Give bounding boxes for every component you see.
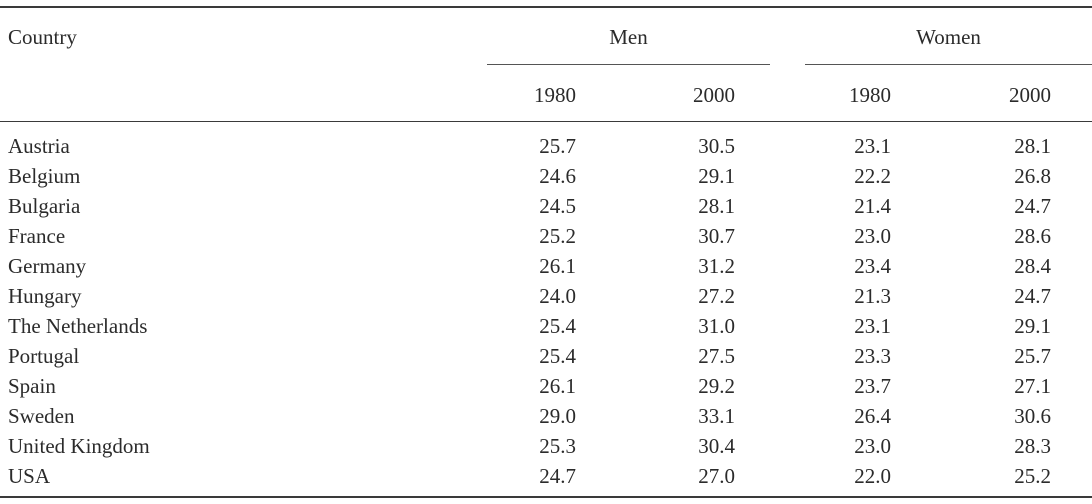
value-cell: 26.8 xyxy=(1014,164,1051,188)
value-cell: 27.2 xyxy=(698,284,735,308)
value-cell: 30.4 xyxy=(698,434,735,458)
country-cell: United Kingdom xyxy=(8,434,150,458)
value-cell: 23.0 xyxy=(854,224,891,248)
value-cell: 29.1 xyxy=(1014,314,1051,338)
value-cell: 28.6 xyxy=(1014,224,1051,248)
table-row: Spain 26.1 29.2 23.7 27.1 xyxy=(0,374,1092,401)
country-cell: Sweden xyxy=(8,404,75,428)
country-cell: Austria xyxy=(8,134,70,158)
column-header-men-1980: 1980 xyxy=(534,83,576,107)
country-cell: USA xyxy=(8,464,51,488)
value-cell: 22.2 xyxy=(854,164,891,188)
value-cell: 25.4 xyxy=(539,314,576,338)
table-row: Germany 26.1 31.2 23.4 28.4 xyxy=(0,254,1092,281)
value-cell: 29.2 xyxy=(698,374,735,398)
value-cell: 26.1 xyxy=(539,374,576,398)
value-cell: 27.1 xyxy=(1014,374,1051,398)
column-group-header-women: Women xyxy=(916,25,981,49)
column-header-country: Country xyxy=(8,25,77,49)
value-cell: 23.7 xyxy=(854,374,891,398)
value-cell: 30.5 xyxy=(698,134,735,158)
value-cell: 33.1 xyxy=(698,404,735,428)
table-row: Portugal 25.4 27.5 23.3 25.7 xyxy=(0,344,1092,371)
value-cell: 29.1 xyxy=(698,164,735,188)
table-row: Belgium 24.6 29.1 22.2 26.8 xyxy=(0,164,1092,191)
value-cell: 30.6 xyxy=(1014,404,1051,428)
country-cell: France xyxy=(8,224,66,248)
value-cell: 28.1 xyxy=(698,194,735,218)
country-cell: Germany xyxy=(8,254,87,278)
value-cell: 23.3 xyxy=(854,344,891,368)
value-cell: 25.2 xyxy=(1014,464,1051,488)
value-cell: 21.4 xyxy=(854,194,891,218)
table-row: France 25.2 30.7 23.0 28.6 xyxy=(0,224,1092,251)
value-cell: 25.3 xyxy=(539,434,576,458)
value-cell: 23.1 xyxy=(854,134,891,158)
value-cell: 28.1 xyxy=(1014,134,1051,158)
value-cell: 22.0 xyxy=(854,464,891,488)
value-cell: 24.7 xyxy=(539,464,576,488)
value-cell: 26.4 xyxy=(854,404,891,428)
value-cell: 23.0 xyxy=(854,434,891,458)
value-cell: 24.7 xyxy=(1014,194,1051,218)
value-cell: 28.4 xyxy=(1014,254,1051,278)
table-row: United Kingdom 25.3 30.4 23.0 28.3 xyxy=(0,434,1092,461)
header-bottom-rule xyxy=(0,121,1092,122)
country-cell: The Netherlands xyxy=(8,314,148,338)
value-cell: 24.7 xyxy=(1014,284,1051,308)
country-cell: Bulgaria xyxy=(8,194,81,218)
value-cell: 25.2 xyxy=(539,224,576,248)
men-group-rule xyxy=(487,64,770,65)
value-cell: 24.5 xyxy=(539,194,576,218)
table-row: Hungary 24.0 27.2 21.3 24.7 xyxy=(0,284,1092,311)
value-cell: 31.2 xyxy=(698,254,735,278)
table-row: Austria 25.7 30.5 23.1 28.1 xyxy=(0,134,1092,161)
table-row: USA 24.7 27.0 22.0 25.2 xyxy=(0,464,1092,491)
column-header-women-2000: 2000 xyxy=(1009,83,1051,107)
value-cell: 25.7 xyxy=(539,134,576,158)
value-cell: 27.5 xyxy=(698,344,735,368)
value-cell: 30.7 xyxy=(698,224,735,248)
table-row: Sweden 29.0 33.1 26.4 30.6 xyxy=(0,404,1092,431)
value-cell: 28.3 xyxy=(1014,434,1051,458)
table-row: Bulgaria 24.5 28.1 21.4 24.7 xyxy=(0,194,1092,221)
value-cell: 25.4 xyxy=(539,344,576,368)
table-top-rule xyxy=(0,6,1092,8)
value-cell: 31.0 xyxy=(698,314,735,338)
value-cell: 29.0 xyxy=(539,404,576,428)
column-header-men-2000: 2000 xyxy=(693,83,735,107)
country-cell: Belgium xyxy=(8,164,81,188)
value-cell: 23.4 xyxy=(854,254,891,278)
women-group-rule xyxy=(805,64,1092,65)
value-cell: 21.3 xyxy=(854,284,891,308)
column-header-women-1980: 1980 xyxy=(849,83,891,107)
value-cell: 24.6 xyxy=(539,164,576,188)
value-cell: 24.0 xyxy=(539,284,576,308)
country-cell: Portugal xyxy=(8,344,80,368)
value-cell: 26.1 xyxy=(539,254,576,278)
value-cell: 23.1 xyxy=(854,314,891,338)
column-group-header-men: Men xyxy=(609,25,648,49)
table-bottom-rule xyxy=(0,496,1092,498)
country-cell: Spain xyxy=(8,374,56,398)
country-cell: Hungary xyxy=(8,284,82,308)
value-cell: 25.7 xyxy=(1014,344,1051,368)
table-row: The Netherlands 25.4 31.0 23.1 29.1 xyxy=(0,314,1092,341)
value-cell: 27.0 xyxy=(698,464,735,488)
